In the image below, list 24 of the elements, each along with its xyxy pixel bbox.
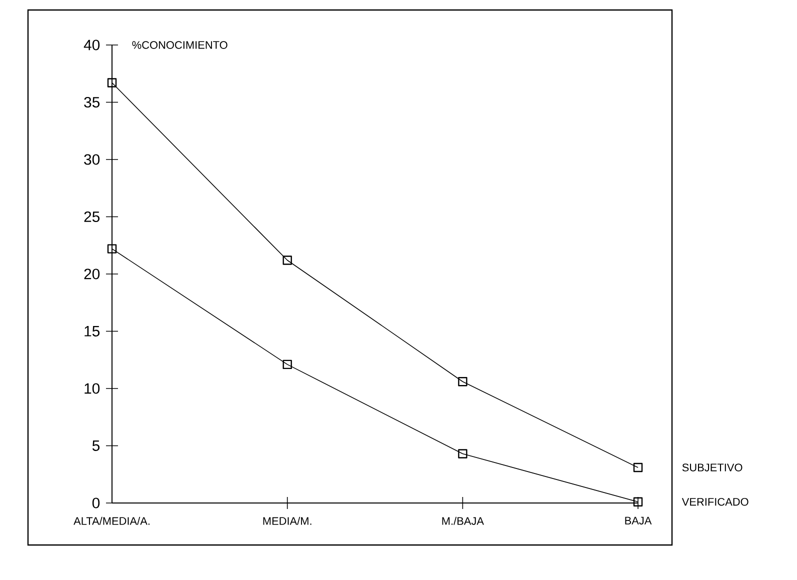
point: [633, 462, 643, 472]
point: [458, 377, 468, 386]
y-tick-label: 0: [92, 498, 100, 508]
y-tick-label: 5: [92, 440, 100, 451]
point: [107, 78, 117, 88]
y-tick-label: 30: [84, 154, 100, 165]
text: SUBJETIVO: [682, 464, 742, 472]
x-tick-label: M./BAJA: [442, 516, 484, 525]
y-tick-label: 15: [84, 326, 100, 336]
y-tick-label: 35: [84, 96, 100, 108]
text: VERIFICADO: [682, 498, 748, 506]
y-tick-label: 25: [84, 211, 100, 222]
point: [282, 256, 292, 265]
point: [458, 449, 468, 458]
x-tick-label: MEDIA/M.: [263, 516, 312, 525]
y-axis-title: %CONOCIMIENTO: [132, 41, 228, 49]
y-tick-label: 40: [84, 40, 100, 50]
x-tick-label: BAJA: [625, 516, 652, 524]
point: [633, 497, 643, 506]
point: [282, 360, 292, 370]
y-tick-label: 10: [84, 383, 100, 394]
y-tick-label: 20: [84, 268, 100, 280]
x-tick-label: ALTA/MEDIA/A.: [74, 516, 150, 525]
point: [107, 244, 117, 254]
